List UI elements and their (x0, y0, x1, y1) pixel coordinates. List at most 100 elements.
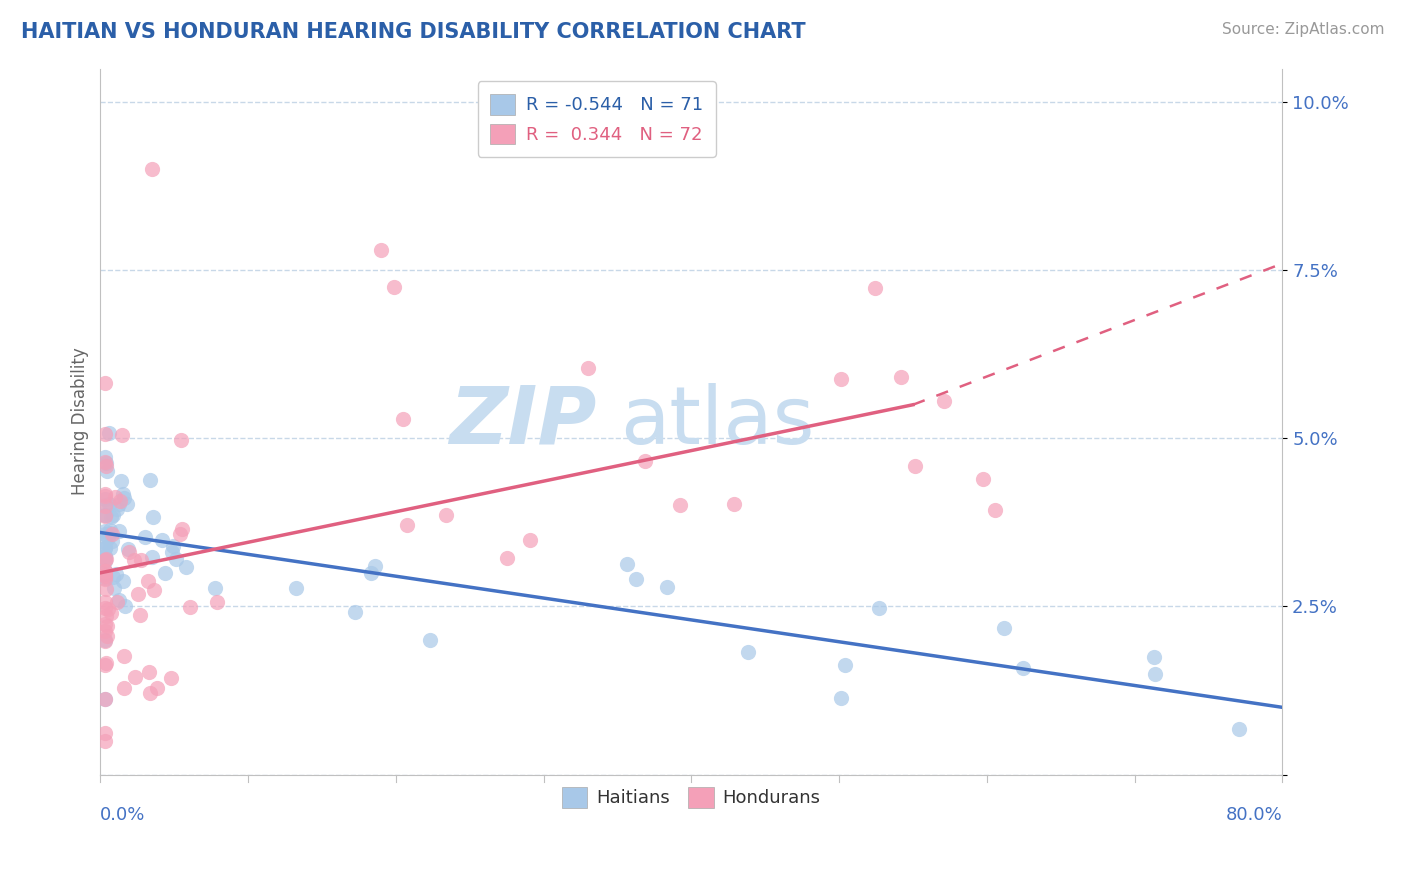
Point (112, 648, 135, 663)
Point (114, 599, 136, 614)
Point (110, 474, 132, 488)
Point (98, 523, 121, 537)
Point (112, 681, 135, 695)
Point (94, 633, 117, 648)
Text: HAITIAN VS HONDURAN HEARING DISABILITY CORRELATION CHART: HAITIAN VS HONDURAN HEARING DISABILITY C… (21, 22, 806, 42)
Point (134, 530, 156, 544)
Point (343, 605, 366, 619)
Text: ZIP: ZIP (450, 383, 596, 460)
Point (162, 539, 184, 553)
Point (153, 566, 176, 580)
Point (94, 549, 117, 564)
Point (576, 360, 599, 375)
Point (830, 691, 852, 706)
Point (96, 619, 118, 633)
Point (94, 616, 117, 631)
Point (136, 574, 159, 589)
Point (94, 508, 117, 523)
Point (170, 433, 193, 447)
Point (94, 573, 117, 587)
Point (129, 552, 152, 566)
Point (94, 491, 117, 506)
Point (141, 549, 163, 564)
Point (127, 587, 149, 601)
Point (94, 455, 117, 469)
Text: Source: ZipAtlas.com: Source: ZipAtlas.com (1222, 22, 1385, 37)
Point (142, 510, 165, 524)
Point (100, 607, 122, 621)
Point (172, 522, 194, 536)
Point (396, 517, 419, 532)
Point (100, 510, 122, 524)
Point (138, 473, 160, 487)
Point (94, 489, 117, 503)
Point (98, 497, 121, 511)
Point (360, 566, 382, 580)
Point (96, 456, 118, 470)
Point (519, 533, 541, 547)
Point (94, 508, 117, 522)
Point (616, 558, 638, 572)
Point (94, 726, 117, 740)
Point (496, 551, 519, 566)
Point (904, 458, 927, 473)
Point (1143, 649, 1166, 664)
Point (434, 508, 457, 522)
Point (112, 574, 135, 588)
Point (657, 581, 679, 595)
Point (105, 595, 128, 609)
Point (94, 594, 117, 608)
Point (128, 608, 150, 623)
Point (108, 494, 131, 508)
Point (179, 599, 201, 614)
Point (94, 553, 117, 567)
Point (96, 628, 118, 642)
Point (117, 541, 139, 556)
Point (94, 508, 117, 522)
Point (143, 582, 166, 597)
Point (96, 464, 118, 478)
Y-axis label: Hearing Disability: Hearing Disability (72, 348, 89, 495)
Point (204, 581, 226, 595)
Point (94, 450, 117, 465)
Point (98, 541, 121, 555)
Point (94, 551, 117, 566)
Point (94, 535, 117, 549)
Point (101, 533, 124, 548)
Point (364, 558, 387, 573)
Point (111, 487, 134, 501)
Point (115, 497, 138, 511)
Point (993, 621, 1015, 635)
Point (1012, 661, 1035, 675)
Point (94, 734, 117, 748)
Point (107, 524, 129, 538)
Point (94, 487, 117, 501)
Point (834, 658, 856, 673)
Point (94, 568, 117, 582)
Point (104, 566, 127, 581)
Point (94, 524, 117, 539)
Point (983, 503, 1005, 517)
Point (419, 632, 441, 647)
Point (150, 533, 173, 548)
Point (97, 531, 120, 545)
Point (972, 472, 994, 486)
Point (103, 508, 125, 522)
Point (94, 500, 117, 514)
Point (107, 592, 129, 607)
Point (1227, 722, 1250, 736)
Point (94, 526, 117, 541)
Text: 0.0%: 0.0% (100, 806, 146, 824)
Point (118, 545, 141, 559)
Point (160, 671, 183, 685)
Point (94, 567, 117, 582)
Point (138, 665, 160, 679)
Point (94, 658, 117, 673)
Point (141, 162, 163, 177)
Point (205, 594, 228, 608)
Point (94, 582, 117, 596)
Point (122, 553, 145, 567)
Point (382, 280, 405, 294)
Point (94, 624, 117, 639)
Point (94, 459, 117, 474)
